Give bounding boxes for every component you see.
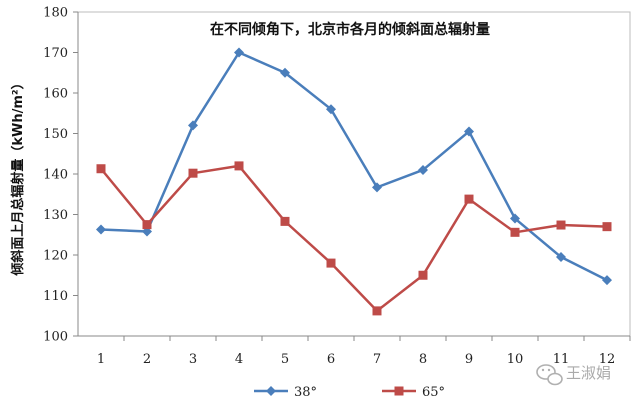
data-point <box>556 220 566 230</box>
x-tick-label: 3 <box>189 352 197 367</box>
x-axis-ticks: 1 2 3 4 5 6 7 8 9 10 11 12 <box>97 336 631 367</box>
data-point <box>464 194 474 204</box>
data-point <box>464 126 474 137</box>
data-point <box>418 270 428 280</box>
legend-marker <box>394 386 404 396</box>
data-point <box>602 222 612 232</box>
y-tick-label: 150 <box>43 127 68 142</box>
x-tick-label: 6 <box>327 352 335 367</box>
y-tick-label: 180 <box>43 6 68 21</box>
y-axis-ticks: 100 110 120 130 140 150 160 170 180 <box>43 6 78 345</box>
y-tick-label: 110 <box>43 289 68 304</box>
x-tick-label: 8 <box>419 352 427 367</box>
watermark-text: 王淑娟 <box>566 364 611 382</box>
data-point <box>96 224 106 235</box>
y-tick-label: 140 <box>43 168 68 183</box>
legend: 38° 65° <box>254 385 445 400</box>
y-tick-label: 160 <box>43 87 68 102</box>
data-point <box>602 275 612 286</box>
y-tick-label: 170 <box>43 46 68 61</box>
data-point <box>142 220 152 230</box>
series-line <box>100 51 608 282</box>
wechat-icon <box>536 364 563 386</box>
y-tick-label: 130 <box>43 208 68 223</box>
x-tick-label: 7 <box>373 352 381 367</box>
x-tick-label: 2 <box>143 352 151 367</box>
data-point <box>326 258 336 268</box>
x-tick-label: 5 <box>281 352 289 367</box>
legend-item-2: 65° <box>382 385 445 400</box>
y-tick-label: 120 <box>43 249 68 264</box>
data-point <box>188 168 198 178</box>
data-point <box>188 120 198 131</box>
data-point <box>510 213 520 224</box>
x-tick-label: 4 <box>235 352 243 367</box>
x-tick-label: 1 <box>97 352 105 367</box>
data-point <box>234 161 244 171</box>
series-layer <box>96 47 612 316</box>
y-axis-label: 倾斜面上月总辐射量（kWh/m²） <box>10 76 26 276</box>
x-tick-label: 11 <box>553 352 570 367</box>
series-line <box>100 164 608 313</box>
data-point <box>372 182 382 193</box>
y-tick-label: 100 <box>43 330 68 345</box>
data-point <box>280 67 290 78</box>
chart-title: 在不同倾角下，北京市各月的倾斜面总辐射量 <box>210 21 490 38</box>
legend-item-1: 38° <box>254 385 317 400</box>
legend-marker <box>266 386 276 396</box>
legend-label: 38° <box>294 385 317 400</box>
x-tick-label: 12 <box>599 352 616 367</box>
x-tick-label: 9 <box>465 352 473 367</box>
legend-label: 65° <box>422 385 445 400</box>
watermark: 王淑娟 <box>536 364 611 386</box>
data-point <box>418 164 428 175</box>
data-point <box>96 164 106 174</box>
data-point <box>510 227 520 237</box>
series-2 <box>96 161 612 316</box>
data-point <box>372 306 382 316</box>
x-tick-label: 10 <box>507 352 524 367</box>
data-point <box>234 47 244 58</box>
data-point <box>326 104 336 115</box>
data-point <box>556 252 566 263</box>
data-point <box>280 216 290 226</box>
